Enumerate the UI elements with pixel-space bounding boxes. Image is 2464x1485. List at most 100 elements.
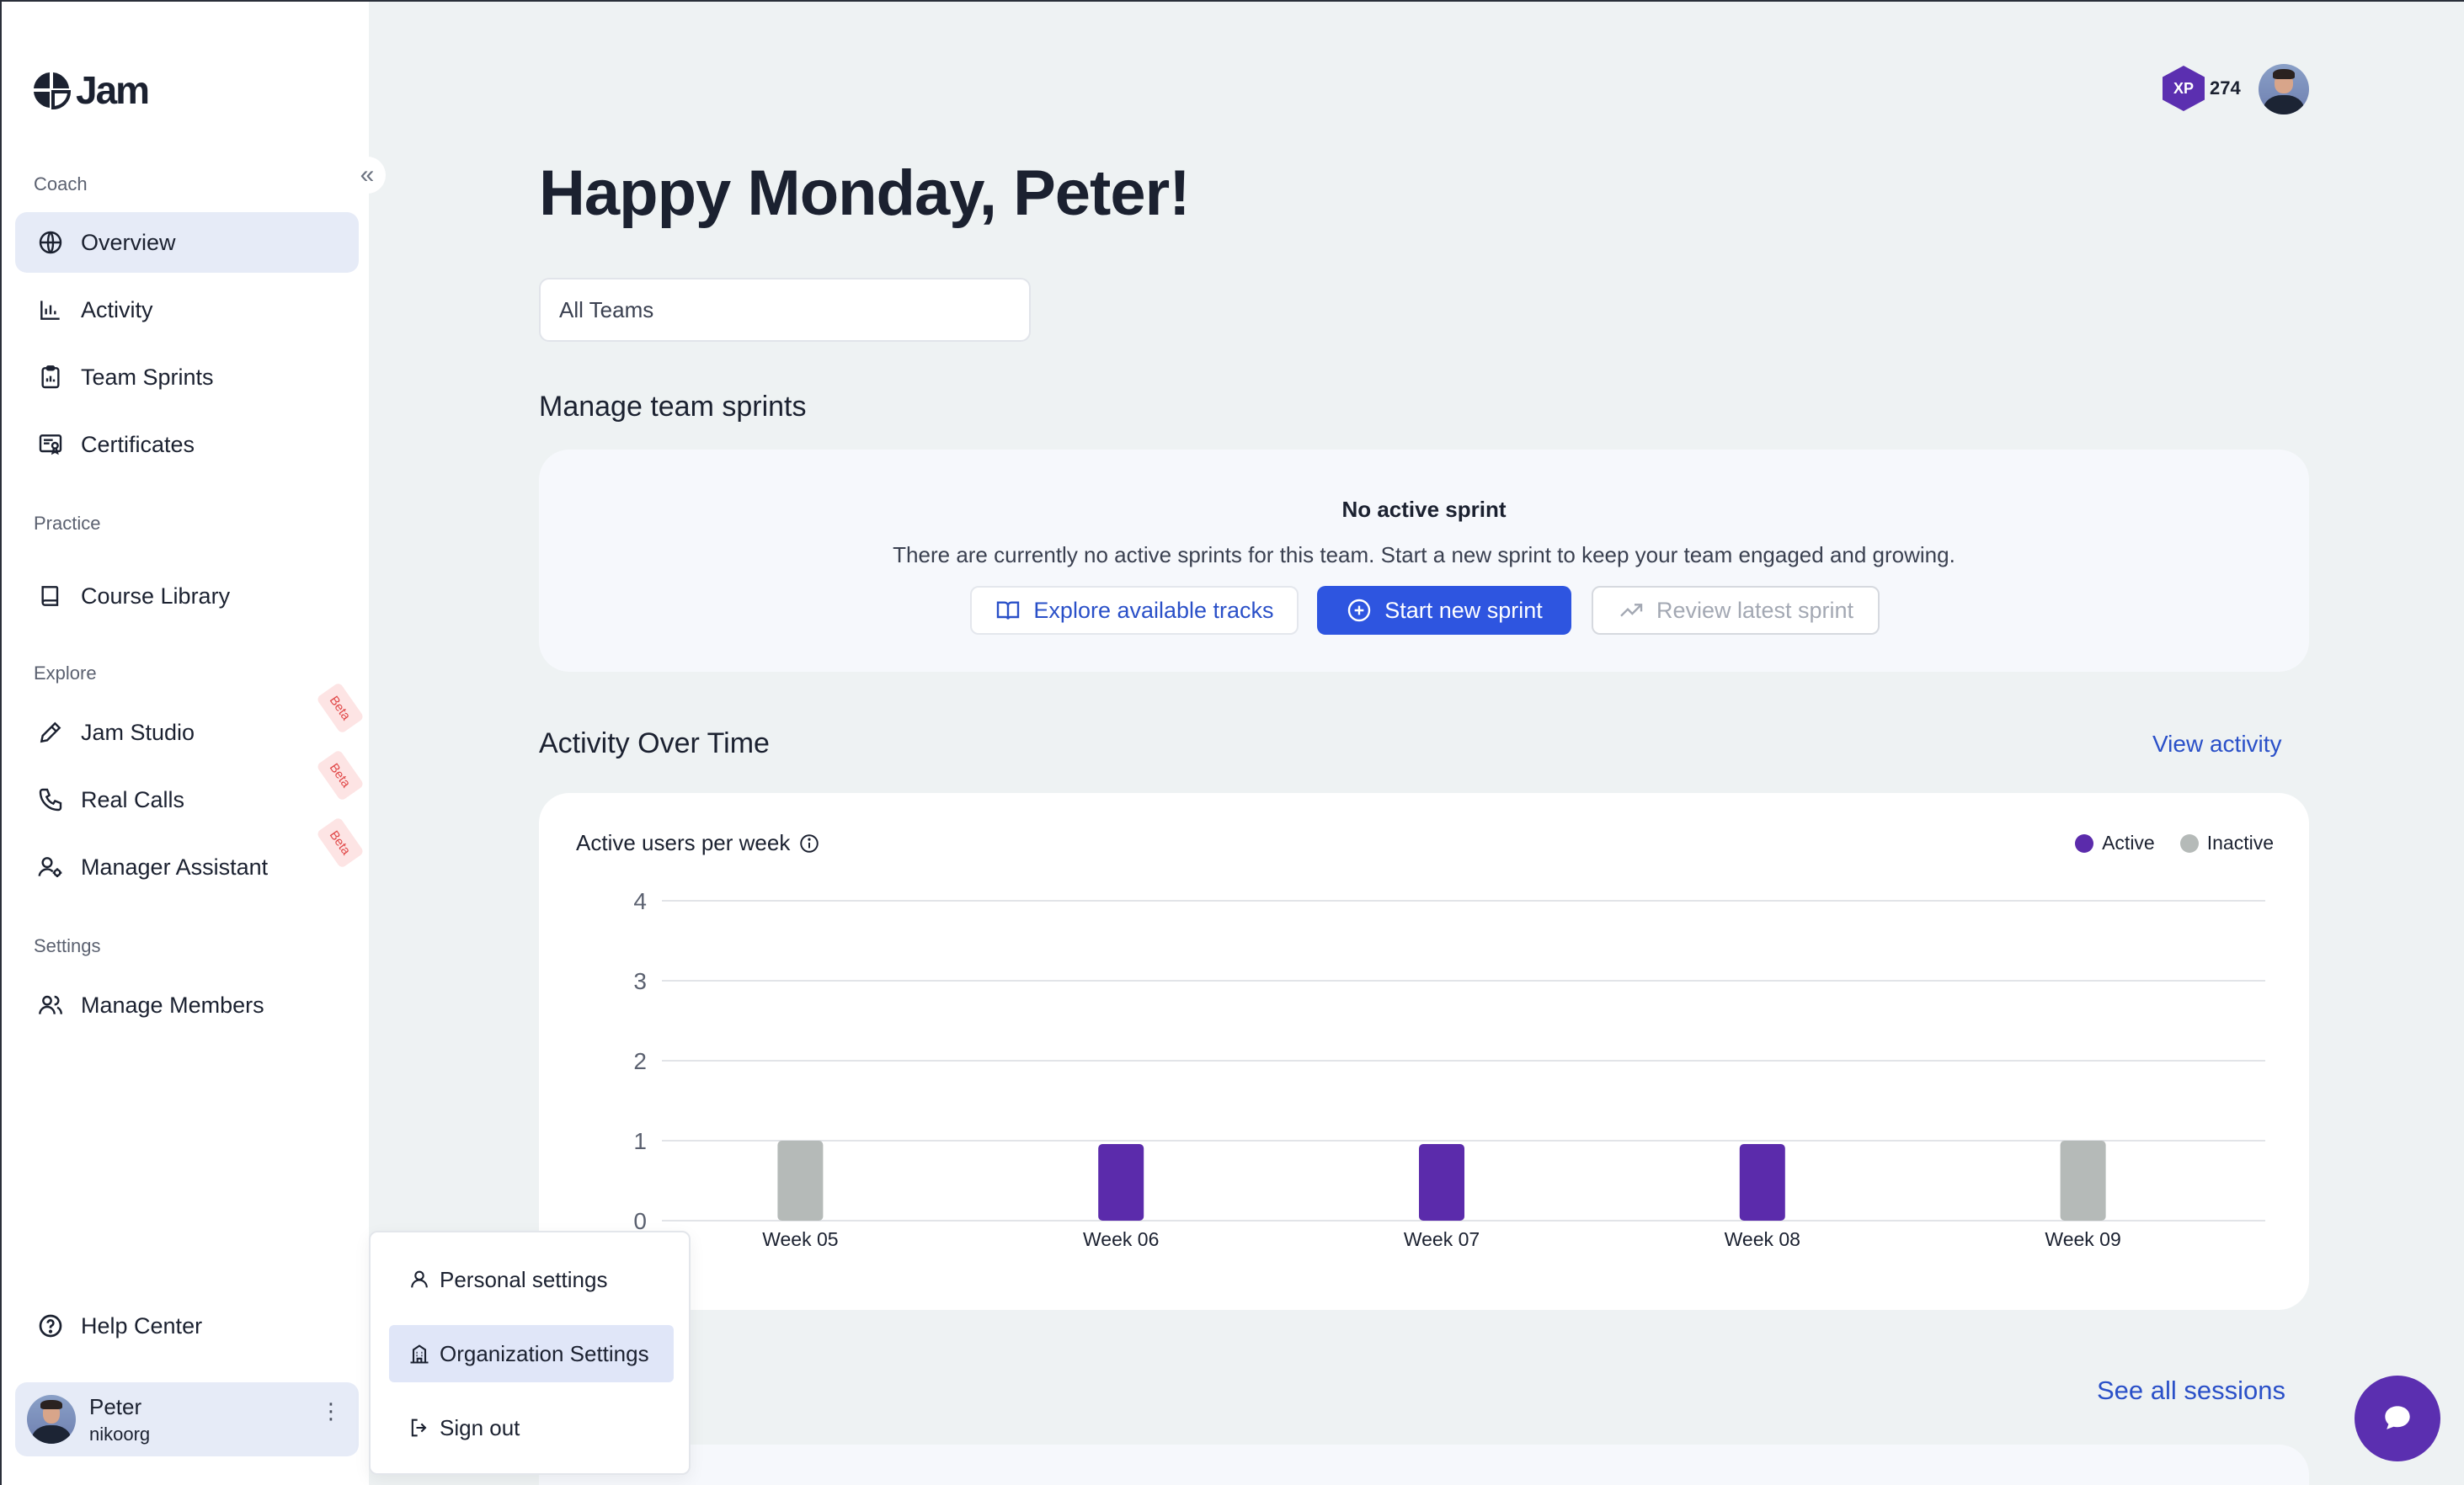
sign-out-icon (411, 1418, 427, 1437)
chevrons-left-icon: « (360, 161, 375, 189)
legend-swatch-active (2075, 833, 2094, 853)
menu-item-label: Personal settings (440, 1266, 608, 1292)
more-options-icon[interactable]: ⋮ (320, 1398, 342, 1424)
header-avatar[interactable] (2259, 64, 2309, 114)
xp-badge-icon: XP (2163, 66, 2205, 111)
help-circle-icon (35, 1311, 66, 1341)
y-tick-label: 1 (633, 1128, 647, 1154)
y-tick-label: 3 (633, 968, 647, 994)
empty-state-description: There are currently no active sprints fo… (893, 542, 1955, 567)
sidebar-item-label: Certificates (81, 431, 195, 457)
sidebar-item-label: Jam Studio (81, 719, 195, 745)
legend-label: Active (2102, 832, 2155, 854)
chat-bubble-icon (2385, 1406, 2410, 1429)
empty-state-title: No active sprint (1341, 497, 1507, 522)
bar-inactive-week-05[interactable] (777, 1141, 824, 1221)
user-profile-card[interactable]: Peter nikoorg ⋮ (15, 1382, 359, 1456)
book-icon (35, 581, 66, 611)
section-label-practice: Practice (34, 513, 101, 534)
user-menu: Personal settings Organization Settings … (369, 1231, 691, 1475)
view-activity-link[interactable]: View activity (2152, 731, 2282, 757)
x-tick-label: Week 08 (1725, 1228, 1800, 1250)
team-filter-select[interactable]: All Teams (539, 278, 1031, 342)
sidebar-item-help-center[interactable]: Help Center (15, 1296, 359, 1356)
page-title: Happy Monday, Peter! (539, 157, 1191, 229)
activity-heading: Activity Over Time (539, 727, 770, 759)
menu-item-label: Sign out (440, 1414, 520, 1440)
app-name: Jam (76, 68, 150, 112)
sidebar-item-certificates[interactable]: Certificates (15, 414, 359, 475)
sidebar-item-label: Manage Members (81, 992, 264, 1018)
x-tick-label: Week 06 (1083, 1228, 1159, 1250)
section-label-settings: Settings (34, 935, 101, 956)
chart-title: Active users per week (576, 830, 820, 856)
phone-icon (35, 785, 66, 815)
menu-item-sign-out[interactable]: Sign out (389, 1399, 674, 1456)
y-tick-label: 2 (633, 1048, 647, 1074)
plus-circle-icon (1348, 599, 1371, 622)
sprints-card: No active sprint There are currently no … (539, 450, 2309, 672)
sidebar-item-label: Overview (81, 229, 176, 255)
avatar (27, 1395, 76, 1444)
start-sprint-button[interactable]: Start new sprint (1317, 586, 1571, 635)
bar-active-week-06[interactable] (1098, 1144, 1144, 1221)
sidebar-item-manage-members[interactable]: Manage Members (15, 975, 359, 1035)
sidebar-item-real-calls[interactable]: Real Calls (15, 769, 359, 830)
certificate-icon (35, 429, 66, 460)
user-name: Peter (89, 1393, 142, 1419)
sidebar-item-course-library[interactable]: Course Library (15, 566, 359, 626)
y-tick-label: 0 (633, 1208, 647, 1234)
x-tick-label: Week 09 (2045, 1228, 2120, 1250)
bar-inactive-week-09[interactable] (2060, 1141, 2106, 1221)
start-sprint-label: Start new sprint (1384, 597, 1543, 623)
menu-item-personal-settings[interactable]: Personal settings (389, 1251, 674, 1308)
chart-title-text: Active users per week (576, 830, 791, 855)
user-org: nikoorg (89, 1423, 151, 1445)
sidebar-item-team-sprints[interactable]: Team Sprints (15, 347, 359, 407)
sidebar-item-jam-studio[interactable]: Jam Studio (15, 702, 359, 763)
see-all-sessions-link[interactable]: See all sessions (2097, 1376, 2286, 1405)
collapse-sidebar-button[interactable]: « (349, 157, 386, 194)
section-label-coach: Coach (34, 173, 88, 194)
building-icon (410, 1344, 429, 1364)
sidebar-item-label: Team Sprints (81, 364, 214, 390)
sidebar-item-manager-assistant[interactable]: Manager Assistant (15, 837, 359, 897)
sidebar-item-label: Activity (81, 296, 153, 322)
active-users-chart: 0 1 2 3 4 Week 05 Week 06 Week 07 Week 08 Week 09 (633, 888, 2265, 1250)
section-label-explore: Explore (34, 663, 97, 684)
explore-tracks-label: Explore available tracks (1033, 597, 1274, 623)
pencil-icon (35, 717, 66, 748)
review-sprint-button[interactable]: Review latest sprint (1592, 586, 1880, 635)
chat-button[interactable] (2355, 1376, 2440, 1461)
jam-logo[interactable]: Jam (32, 67, 150, 113)
info-icon[interactable] (798, 833, 820, 854)
bar-active-week-08[interactable] (1739, 1144, 1785, 1221)
menu-item-organization-settings[interactable]: Organization Settings (389, 1325, 674, 1382)
bar-active-week-07[interactable] (1419, 1144, 1464, 1221)
sidebar-item-label: Course Library (81, 583, 231, 609)
jam-logo-icon (32, 71, 72, 110)
clipboard-icon (35, 362, 66, 392)
explore-tracks-button[interactable]: Explore available tracks (970, 586, 1299, 635)
legend-item-inactive: Inactive (2179, 832, 2274, 854)
legend-label: Inactive (2206, 832, 2274, 854)
open-book-icon (997, 601, 1020, 620)
sidebar-item-overview[interactable]: Overview (15, 212, 359, 273)
user-gear-icon (35, 852, 66, 882)
xp-value: 274 (2210, 77, 2241, 98)
review-sprint-label: Review latest sprint (1656, 597, 1854, 623)
user-icon (411, 1270, 428, 1288)
sidebar-item-label: Manager Assistant (81, 854, 269, 880)
bar-chart-icon (35, 295, 66, 325)
xp-indicator[interactable]: XP 274 (2163, 66, 2241, 111)
trending-up-icon (1620, 604, 1643, 617)
y-tick-label: 4 (633, 888, 647, 914)
legend-swatch-inactive (2179, 833, 2199, 853)
activity-chart-card: Active users per week Active Inactive 0 1… (539, 793, 2309, 1310)
sidebar-item-activity[interactable]: Activity (15, 279, 359, 340)
sidebar-item-label: Real Calls (81, 786, 185, 812)
sidebar-item-label: Help Center (81, 1312, 203, 1339)
x-tick-label: Week 07 (1404, 1228, 1480, 1250)
menu-item-label: Organization Settings (440, 1340, 649, 1366)
sidebar: Jam Coach Overview Activity Team Sprints… (0, 2, 369, 1485)
